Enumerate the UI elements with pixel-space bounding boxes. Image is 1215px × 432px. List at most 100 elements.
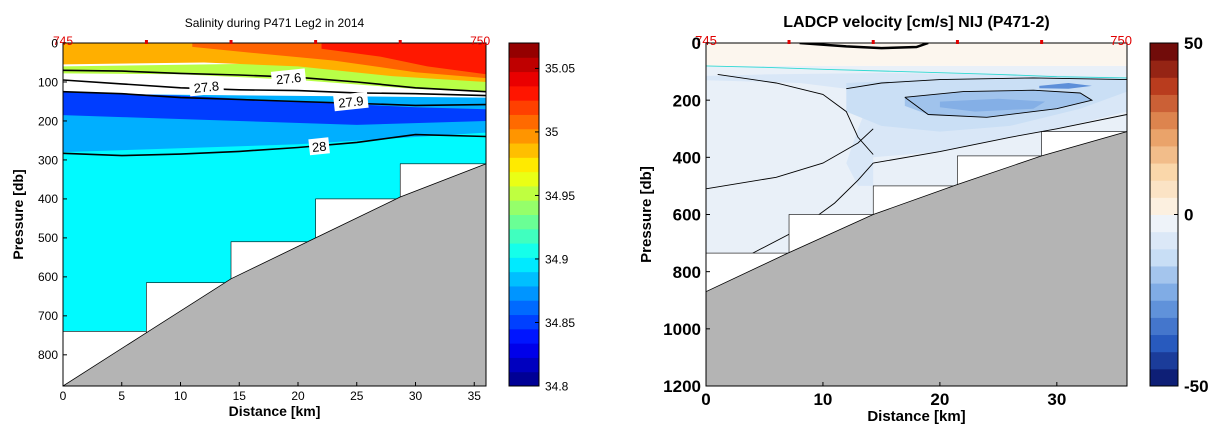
salinity-colorbar-step [509, 271, 539, 287]
velocity-contour-6 [904, 89, 1094, 118]
salinity-colorbar-label: 35.05 [545, 62, 575, 76]
salinity-contour-3 [63, 133, 486, 157]
salinity-colorbar-step [509, 314, 539, 330]
velocity-xtick-label: 10 [813, 390, 832, 409]
salinity-ytick-label: 100 [38, 75, 58, 89]
salinity-colorbar-step [509, 257, 539, 273]
salinity-colorbar-step [509, 343, 539, 358]
velocity-contour-5 [846, 77, 1127, 90]
velocity-chart: 745 750 0 10 20 30 0 200 400 600 800 1000 1200 LADCP … [638, 14, 1209, 425]
salinity-ytick-label: 200 [38, 114, 58, 128]
contour-label-text: 28 [311, 139, 327, 155]
salinity-colorbar-label: 34.8 [545, 379, 569, 393]
salinity-xtick-label: 5 [118, 389, 125, 403]
contour-label-0: 27.8 [188, 76, 225, 97]
velocity-region-5 [939, 98, 1046, 112]
salinity-chart: 27.8 27.6 27.9 28 745 750 0 5 10 15 20 25 30 35 0 100 20… [10, 16, 575, 419]
velocity-station-label: 750 [1110, 33, 1132, 48]
velocity-ytick-label: 0 [692, 34, 701, 53]
salinity-xtick-label: 15 [233, 389, 247, 403]
salinity-xlabel: Distance [km] [229, 403, 321, 419]
salinity-field: 27.8 27.6 27.9 28 [63, 43, 486, 386]
salinity-contour-0 [63, 69, 486, 93]
velocity-ytick-label: 400 [673, 148, 701, 167]
salinity-station-tick-3 [398, 40, 402, 44]
salinity-seafloor [63, 163, 486, 386]
velocity-station-tick-1 [871, 40, 875, 44]
salinity-colorbar-step [509, 285, 539, 301]
velocity-colorbar-step [1150, 128, 1178, 147]
contour-label-text: 27.9 [338, 93, 365, 111]
velocity-colorbar-step [1150, 43, 1178, 61]
velocity-colorbar-step [1150, 317, 1178, 336]
salinity-xtick-label: 10 [174, 389, 188, 403]
velocity-colorbar-label: 50 [1184, 34, 1203, 53]
velocity-colorbar-step [1150, 351, 1178, 370]
salinity-xtick-label: 25 [350, 389, 364, 403]
contour-label-1: 27.6 [270, 68, 307, 88]
salinity-colorbar-step [509, 143, 539, 158]
velocity-colorbar-label: -50 [1184, 377, 1209, 396]
velocity-station-tick-2 [955, 40, 959, 44]
salinity-colorbar-step [509, 185, 539, 201]
velocity-ytick-label: 600 [673, 206, 701, 225]
salinity-xtick-label: 20 [291, 389, 305, 403]
velocity-colorbar-step [1150, 77, 1178, 95]
velocity-colorbar-step [1150, 94, 1178, 113]
velocity-ytick-label: 800 [673, 263, 701, 282]
velocity-station-tick-3 [1040, 40, 1044, 44]
salinity-ytick-label: 500 [38, 231, 58, 245]
velocity-colorbar-step [1150, 265, 1178, 284]
salinity-colorbar-step [509, 300, 539, 316]
velocity-ytick-label: 1200 [663, 377, 701, 396]
salinity-ytick-label: 0 [51, 36, 58, 50]
velocity-xtick-label: 0 [701, 390, 710, 409]
salinity-ytick-label: 600 [38, 270, 58, 284]
salinity-colorbar-label: 34.9 [545, 252, 569, 266]
salinity-xtick-label: 30 [409, 389, 423, 403]
salinity-region-2 [63, 91, 486, 125]
velocity-contour-3 [717, 73, 874, 155]
salinity-axes-frame [62, 42, 487, 387]
salinity-colorbar-label: 34.95 [545, 189, 575, 203]
salinity-station-tick-2 [314, 40, 318, 44]
salinity-station-tick-1 [229, 40, 233, 44]
salinity-ylabel: Pressure [db] [10, 169, 26, 259]
velocity-title: LADCP velocity [cm/s] NIJ (P471-2) [783, 14, 1049, 31]
salinity-colorbar-step [509, 214, 539, 230]
salinity-station-label: 750 [470, 34, 490, 48]
salinity-colorbar-step [509, 85, 539, 101]
salinity-ytick-label: 800 [38, 348, 58, 362]
velocity-contour-7 [799, 43, 929, 50]
velocity-field [706, 43, 1127, 386]
velocity-colorbar-step [1150, 180, 1178, 198]
velocity-xtick-label: 30 [1047, 390, 1066, 409]
velocity-colorbar-step [1150, 283, 1178, 301]
salinity-colorbar-step [509, 128, 539, 144]
velocity-xlabel: Distance [km] [867, 408, 965, 425]
velocity-colorbar-step [1150, 334, 1178, 353]
salinity-colorbar-step [509, 114, 539, 130]
velocity-xtick-label: 20 [930, 390, 949, 409]
contour-label-2: 27.9 [333, 91, 369, 112]
velocity-ytick-label: 200 [673, 91, 701, 110]
salinity-contour-2 [63, 90, 486, 107]
salinity-colorbar-label: 34.85 [545, 316, 575, 330]
salinity-colorbar-step [509, 228, 539, 244]
salinity-station-tick-0 [144, 40, 148, 44]
velocity-contour-0 [706, 65, 1127, 79]
velocity-region-6 [1039, 83, 1092, 89]
velocity-colorbar: -50 0 50 [1149, 34, 1209, 396]
velocity-ytick-label: 1000 [663, 320, 701, 339]
salinity-ytick-label: 400 [38, 192, 58, 206]
velocity-region-1 [706, 43, 1127, 66]
salinity-ytick-label: 300 [38, 153, 58, 167]
velocity-colorbar-step [1150, 368, 1178, 387]
salinity-colorbar-step [509, 243, 539, 258]
salinity-xtick-label: 35 [468, 389, 482, 403]
velocity-colorbar-step [1150, 145, 1178, 164]
salinity-region-6 [321, 43, 486, 75]
velocity-colorbar-step [1150, 163, 1178, 181]
contour-label-text: 27.6 [275, 70, 302, 88]
